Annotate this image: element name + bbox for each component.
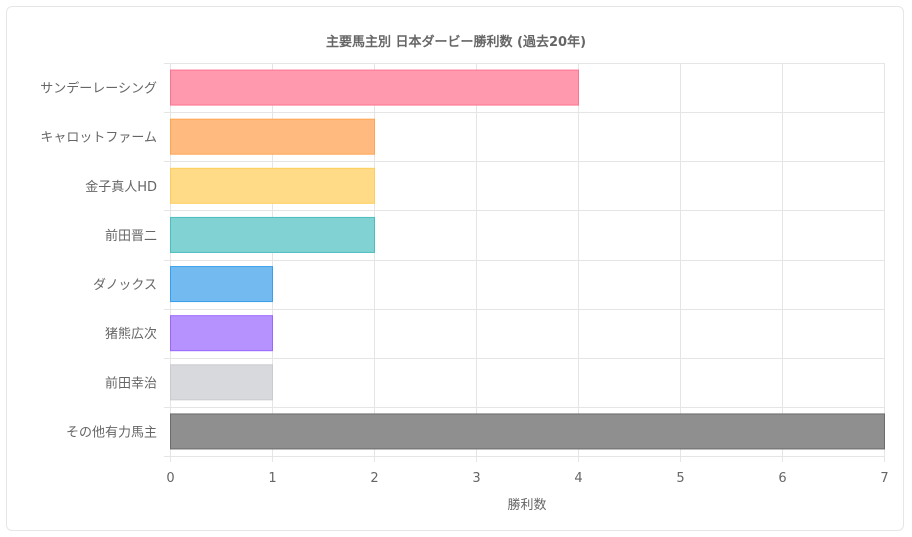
bar xyxy=(170,266,273,303)
bar xyxy=(170,413,885,450)
x-tick-label: 0 xyxy=(166,471,174,486)
x-tick-label: 4 xyxy=(574,471,582,486)
x-tick-label: 3 xyxy=(472,471,480,486)
bar xyxy=(170,167,375,204)
chart-title: 主要馬主別 日本ダービー勝利数 (過去20年) xyxy=(326,34,586,50)
bar xyxy=(170,118,375,155)
bars xyxy=(170,69,885,450)
category-label: その他有力馬主 xyxy=(66,425,157,440)
x-tick-label: 5 xyxy=(676,471,684,486)
x-tick-label: 2 xyxy=(370,471,378,486)
category-label: キャロットファーム xyxy=(40,131,157,146)
x-tick-labels: 0 1 2 3 4 5 6 7 xyxy=(166,471,888,486)
category-label: 金子真人HD xyxy=(85,179,157,195)
category-label: 前田晋二 xyxy=(105,228,157,244)
bar xyxy=(170,69,579,106)
bar xyxy=(170,216,375,253)
bar xyxy=(170,315,273,352)
x-tick-label: 1 xyxy=(268,471,276,486)
category-label: サンデーレーシング xyxy=(40,81,157,97)
x-tick-label: 6 xyxy=(778,471,786,486)
x-axis-title: 勝利数 xyxy=(507,498,546,513)
x-tick-label: 7 xyxy=(880,471,888,486)
category-label: 前田幸治 xyxy=(105,375,157,391)
category-label: 猪熊広次 xyxy=(105,326,157,342)
category-label: ダノックス xyxy=(93,278,157,293)
bar xyxy=(170,364,273,401)
